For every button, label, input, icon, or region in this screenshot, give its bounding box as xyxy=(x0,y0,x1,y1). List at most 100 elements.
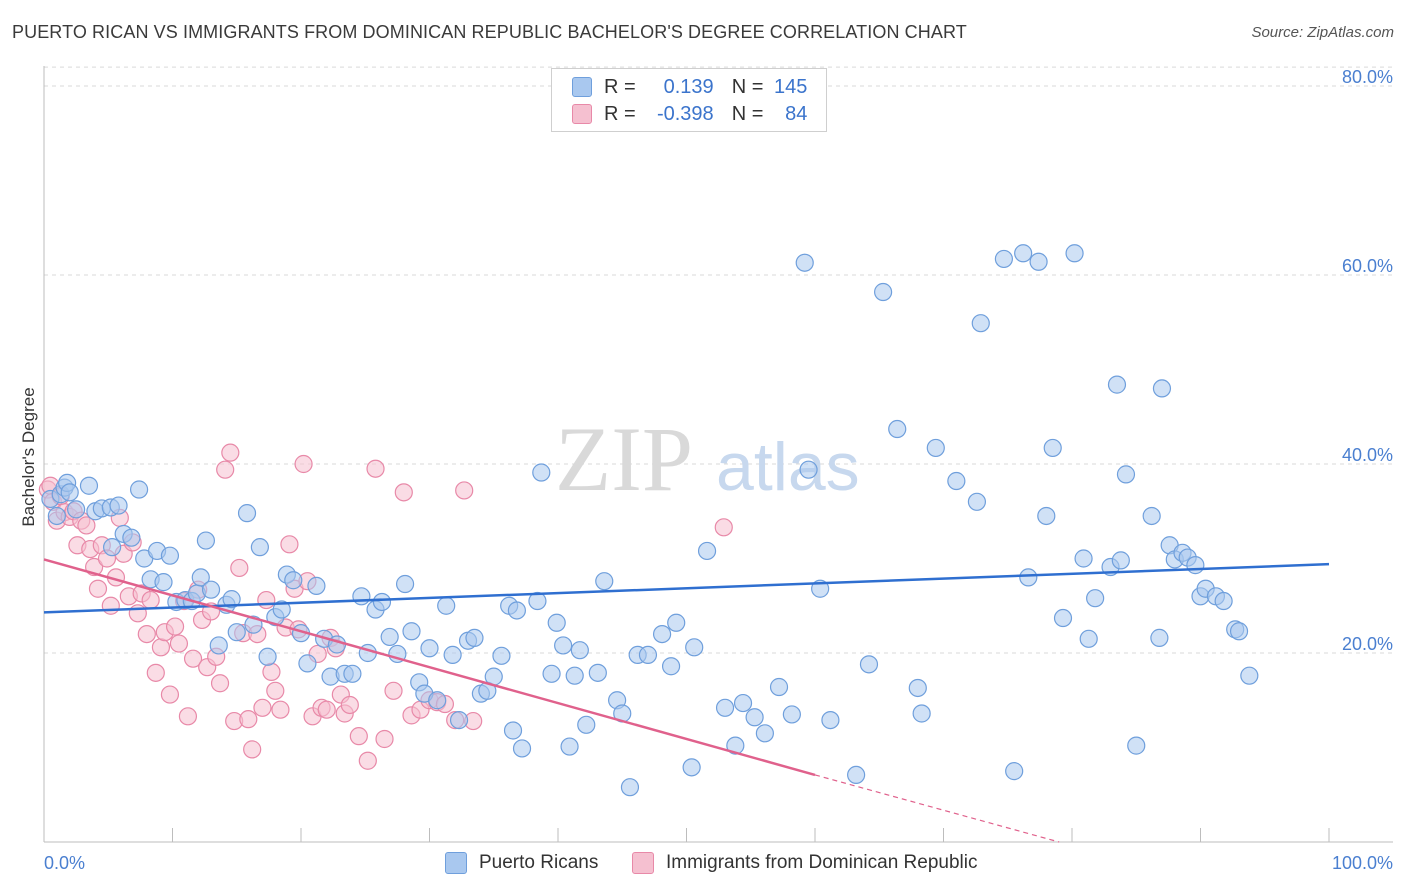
data-point xyxy=(847,765,866,785)
data-point xyxy=(271,700,290,719)
data-point xyxy=(137,624,156,644)
bottom-legend-label: Puerto Ricans xyxy=(479,852,599,873)
source-label: Source: ZipAtlas.com xyxy=(1251,24,1394,41)
data-point xyxy=(595,572,614,591)
legend-n-value: 145 xyxy=(774,75,808,98)
bottom-legend-puerto-ricans: Puerto Ricans xyxy=(445,852,598,874)
data-point xyxy=(420,639,439,658)
legend-r-label: R = xyxy=(604,102,636,125)
data-point xyxy=(1014,244,1033,263)
data-point xyxy=(967,492,987,511)
legend-swatch-pink xyxy=(572,104,592,124)
data-point xyxy=(1152,379,1172,398)
data-point xyxy=(298,654,317,673)
data-point xyxy=(178,707,198,726)
data-point xyxy=(1079,629,1098,648)
data-point xyxy=(874,282,893,302)
data-point xyxy=(685,638,704,657)
data-point xyxy=(947,471,966,491)
data-point xyxy=(1086,589,1105,608)
trend-line-dominican-extension xyxy=(814,774,1060,843)
y-tick-label: 60.0% xyxy=(1342,256,1393,276)
trend-lines xyxy=(43,558,1330,843)
data-point xyxy=(101,596,120,615)
axes xyxy=(43,66,1393,843)
data-point xyxy=(151,638,171,657)
data-point xyxy=(1074,549,1093,568)
data-point xyxy=(1229,622,1249,641)
data-point xyxy=(307,576,326,596)
legend-n-value: 84 xyxy=(785,102,808,125)
bottom-legend-dominican: Immigrants from Dominican Republic xyxy=(632,852,978,874)
data-point xyxy=(661,657,681,676)
data-point xyxy=(799,460,818,479)
legend-r-label: R = xyxy=(604,75,636,98)
y-axis-label: Bachelor's Degree xyxy=(19,387,38,526)
data-point xyxy=(201,580,221,599)
data-point xyxy=(258,647,277,666)
data-point xyxy=(266,681,285,700)
data-point xyxy=(1150,628,1169,647)
data-point xyxy=(1065,244,1084,263)
data-point xyxy=(349,727,368,746)
data-point xyxy=(210,674,230,693)
data-point xyxy=(243,740,262,759)
data-point xyxy=(284,571,303,590)
data-point xyxy=(714,518,733,537)
data-point xyxy=(280,535,299,554)
data-point xyxy=(503,721,523,740)
data-point xyxy=(588,663,607,682)
data-point xyxy=(908,678,927,698)
y-tick-label: 40.0% xyxy=(1342,445,1393,465)
legend: R = 0.139 N = 145 R = -0.398 N = 84 xyxy=(551,68,827,132)
data-point xyxy=(358,751,377,770)
data-point xyxy=(384,681,403,700)
data-point xyxy=(528,591,547,611)
data-point xyxy=(565,666,584,685)
data-point xyxy=(272,600,291,619)
data-point xyxy=(449,710,469,730)
data-point xyxy=(103,538,122,557)
data-point xyxy=(253,698,272,717)
data-point xyxy=(994,249,1013,269)
data-point xyxy=(1111,551,1130,570)
data-point xyxy=(317,700,336,719)
data-point xyxy=(465,628,484,647)
data-point xyxy=(221,443,240,462)
data-point xyxy=(782,705,801,724)
legend-row-dominican: R = -0.398 N = 84 xyxy=(572,101,807,127)
data-point xyxy=(455,481,474,500)
data-point xyxy=(697,541,717,561)
data-point xyxy=(169,634,189,653)
data-point xyxy=(492,646,511,665)
data-point xyxy=(262,662,281,682)
trend-line-puerto-ricans xyxy=(43,562,1330,614)
data-point xyxy=(652,624,672,644)
data-point xyxy=(222,590,241,609)
data-point xyxy=(577,715,596,734)
data-point xyxy=(394,483,413,502)
data-point xyxy=(443,645,462,664)
data-point xyxy=(1029,252,1048,271)
data-point xyxy=(146,663,165,682)
chart-title: PUERTO RICAN VS IMMIGRANTS FROM DOMINICA… xyxy=(12,22,967,42)
data-point xyxy=(257,590,276,610)
data-point xyxy=(1214,591,1233,611)
data-point xyxy=(122,528,141,547)
data-point xyxy=(570,641,589,660)
data-point xyxy=(230,558,249,578)
data-point xyxy=(726,736,745,755)
bottom-legend: Puerto Ricans Immigrants from Dominican … xyxy=(0,852,1406,878)
legend-r-value: 0.139 xyxy=(663,75,714,98)
data-point xyxy=(294,454,313,474)
data-point xyxy=(755,724,774,743)
data-point xyxy=(402,622,421,641)
data-point xyxy=(715,698,735,717)
data-point xyxy=(1005,762,1024,781)
data-point xyxy=(375,729,394,749)
data-point xyxy=(343,664,362,683)
data-point xyxy=(745,708,764,727)
legend-r-value: -0.398 xyxy=(656,102,714,125)
data-point xyxy=(237,504,257,523)
